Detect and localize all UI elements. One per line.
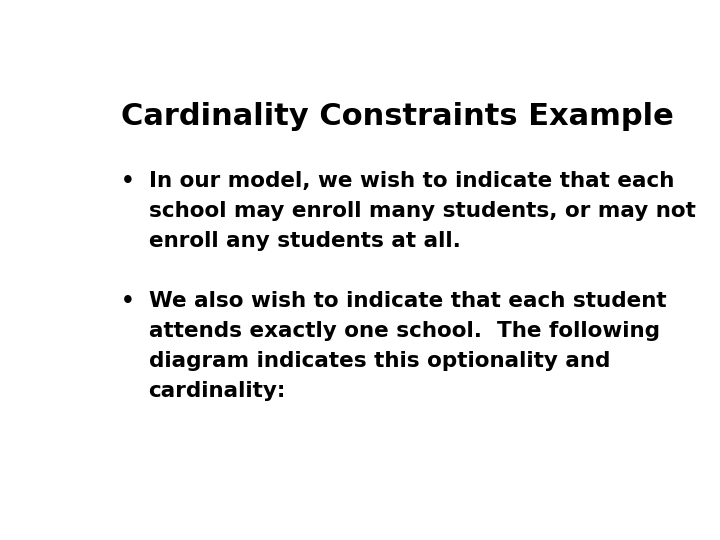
Text: Cardinality Constraints Example: Cardinality Constraints Example [121, 102, 673, 131]
Text: diagram indicates this optionality and: diagram indicates this optionality and [148, 352, 610, 372]
Text: cardinality:: cardinality: [148, 381, 286, 401]
Text: attends exactly one school.  The following: attends exactly one school. The followin… [148, 321, 660, 341]
Text: school may enroll many students, or may not: school may enroll many students, or may … [148, 201, 696, 221]
Text: •: • [121, 171, 135, 191]
Text: We also wish to indicate that each student: We also wish to indicate that each stude… [148, 292, 666, 312]
Text: enroll any students at all.: enroll any students at all. [148, 231, 461, 251]
Text: •: • [121, 292, 135, 312]
Text: In our model, we wish to indicate that each: In our model, we wish to indicate that e… [148, 171, 674, 191]
